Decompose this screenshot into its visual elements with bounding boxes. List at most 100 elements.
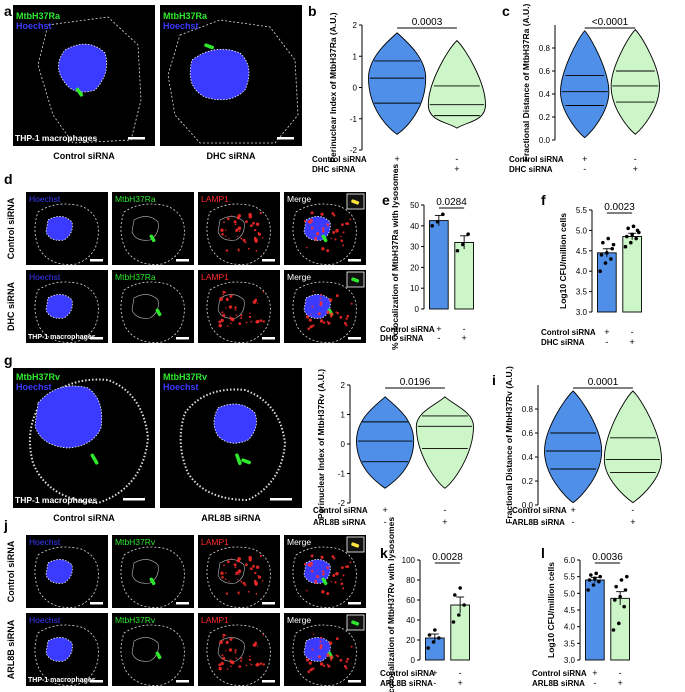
scale-bar (262, 259, 275, 262)
cell-outline (206, 546, 271, 608)
cell-outline (292, 203, 357, 265)
lamp1-puncta (238, 573, 241, 576)
micrograph-j-r0-c1: MtbH37Rv (112, 535, 194, 608)
micrograph-background (198, 613, 280, 686)
cell-line-label: THP-1 macrophages (15, 133, 97, 143)
nucleus-stain (213, 403, 257, 444)
y-tick-label: 0 (415, 305, 420, 314)
lamp1-puncta (227, 560, 230, 564)
lamp1-puncta (240, 237, 243, 240)
lamp1-puncta (220, 228, 224, 232)
condition-mark: + (592, 668, 597, 678)
y-tick-label: 50 (410, 201, 419, 210)
scale-bar (262, 337, 275, 340)
y-tick-label: 5.5 (576, 206, 588, 215)
channel-label-merge: Merge (287, 537, 311, 547)
lamp1-puncta (346, 314, 350, 318)
chart-h: -2 -1 0 1 2 Perinuclear Index of MtbH37Rv (A.… (313, 369, 474, 527)
y-axis-label: Perinuclear Index of MtbH37Rv (A.U.) (316, 369, 326, 519)
lamp1-puncta (328, 298, 333, 302)
lamp1-puncta (248, 214, 253, 219)
lamp1-puncta (321, 227, 325, 230)
lamp1-puncta (314, 239, 317, 242)
bacterium-signal (235, 453, 242, 466)
lamp1-puncta (226, 668, 229, 670)
chart-c: 0.0 0.2 0.4 0.6 0.8 Fractional Distance of Mt… (509, 3, 660, 174)
lamp1-puncta (254, 228, 257, 232)
y-tick-label: 5.0 (564, 589, 576, 598)
channel-label-lamp1: LAMP1 (201, 537, 229, 547)
micrograph-d-r1-c0: Hoechst THP-1 macrophages (26, 270, 108, 343)
scale-bar (348, 259, 361, 262)
condition-row-label: ARL8B siRNA (532, 679, 585, 688)
lamp1-puncta (345, 660, 348, 663)
condition-row-label: DHC siRNA (541, 338, 585, 347)
lamp1-puncta (234, 306, 237, 309)
condition-mark: + (630, 337, 635, 347)
y-tick-label: -1 (350, 115, 358, 124)
lamp1-puncta (306, 589, 308, 592)
lamp1-puncta (224, 229, 227, 231)
scale-bar (123, 498, 145, 501)
scale-bar (262, 680, 275, 683)
lamp1-puncta (319, 646, 323, 650)
condition-mark: - (437, 333, 440, 343)
y-tick-label: 0.0 (539, 136, 551, 145)
channel-label-hoechst: Hoechst (163, 382, 199, 392)
lamp1-puncta (332, 231, 336, 234)
lamp1-puncta (328, 641, 333, 645)
lamp1-puncta (250, 320, 253, 323)
micrograph-background (112, 270, 194, 343)
lamp1-puncta (255, 643, 257, 646)
lamp1-puncta (257, 575, 260, 577)
row-label-1: DHC siRNA (6, 282, 16, 332)
chart-e: 0 10 20 30 40 50 % colocalization of MtbH37Ra … (380, 164, 474, 350)
lamp1-puncta (321, 570, 325, 573)
p-value-label: <0.0001 (592, 17, 629, 28)
channel-label-merge: Merge (287, 194, 311, 204)
data-point (622, 604, 626, 609)
lamp1-puncta (330, 315, 333, 318)
cell-line-label: THP-1 macrophages (28, 334, 96, 341)
data-point (619, 578, 624, 582)
lamp1-puncta (320, 212, 324, 216)
cell-line-label: THP-1 macrophages (28, 677, 96, 684)
lamp1-puncta (225, 634, 227, 636)
chart-b: -2 -1 0 1 2 Perinuclear Index of MtbH37Ra (A.… (312, 12, 486, 174)
lamp1-puncta (233, 563, 237, 567)
lamp1-puncta (245, 563, 248, 567)
micrograph-d-r0-c2: LAMP1 (198, 192, 280, 265)
lamp1-puncta (342, 231, 345, 234)
lamp1-puncta (326, 653, 330, 657)
data-point (598, 574, 602, 579)
channel-label-hoechst: Hoechst (29, 615, 61, 625)
channel-label-mtbh37ra: MtbH37Ra (115, 194, 156, 204)
lamp1-puncta (225, 307, 227, 309)
data-point (623, 244, 628, 249)
lamp1-puncta (303, 220, 307, 223)
condition-mark: + (432, 668, 437, 678)
data-point (603, 261, 608, 265)
condition-mark: - (396, 164, 399, 174)
lamp1-puncta (231, 215, 233, 217)
lamp1-puncta (261, 237, 264, 239)
panel-letter-f: f (541, 192, 546, 208)
violin-0 (356, 396, 415, 489)
channel-label-mtb: MtbH37Ra (163, 11, 208, 21)
data-point (606, 236, 610, 241)
bacterium-signal (204, 43, 214, 50)
condition-row-label: Control siRNA (380, 325, 435, 334)
data-point (631, 224, 636, 229)
lamp1-puncta (218, 323, 222, 328)
nucleus-outline (217, 216, 245, 241)
lamp1-puncta (248, 315, 252, 319)
data-point (587, 578, 592, 582)
lamp1-puncta (255, 565, 260, 569)
lamp1-puncta (341, 566, 344, 569)
cell-outline (34, 624, 99, 686)
bacterium-signal (149, 234, 156, 243)
lamp1-puncta (222, 633, 226, 637)
violin-1 (603, 390, 662, 504)
lamp1-puncta (228, 580, 230, 582)
